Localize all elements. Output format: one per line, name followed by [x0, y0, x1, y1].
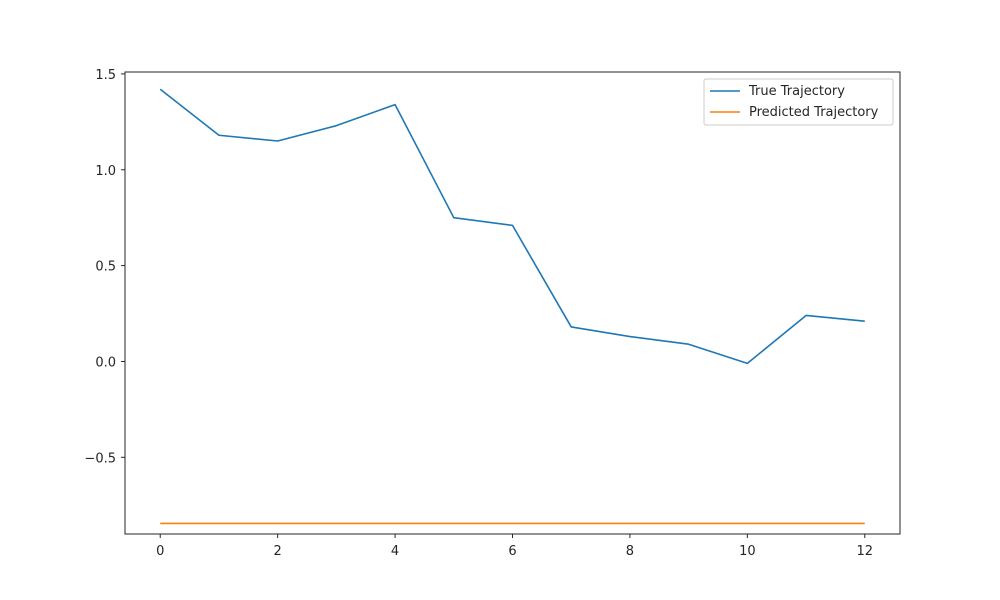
- plot-area: [124, 71, 901, 535]
- y-tick-label: 1.5: [95, 68, 116, 83]
- x-tick-label: 8: [626, 544, 634, 559]
- x-tick-label: 6: [508, 544, 516, 559]
- legend-box: [703, 78, 894, 126]
- y-tick-label: 1.0: [95, 164, 116, 179]
- x-tick-label: 0: [156, 544, 164, 559]
- legend-label-true-trajectory: True Trajectory: [748, 84, 845, 99]
- y-tick-label: 0.5: [95, 260, 116, 275]
- legend: True Trajectory Predicted Trajectory: [703, 78, 894, 126]
- x-tick-label: 12: [856, 544, 873, 559]
- x-tick-label: 10: [739, 544, 756, 559]
- series-layer: [159, 88, 865, 525]
- legend-label-predicted-trajectory: Predicted Trajectory: [749, 105, 879, 120]
- x-tick-label: 4: [391, 544, 399, 559]
- y-tick-label: −0.5: [84, 451, 116, 466]
- x-axis: 0 2 4 6 8 10 12: [156, 534, 873, 559]
- y-axis: −0.5 0.0 0.5 1.0 1.5: [84, 68, 125, 466]
- y-tick-label: 0.0: [95, 355, 116, 370]
- x-tick-label: 2: [274, 544, 282, 559]
- series-line-true-trajectory: [159, 88, 865, 365]
